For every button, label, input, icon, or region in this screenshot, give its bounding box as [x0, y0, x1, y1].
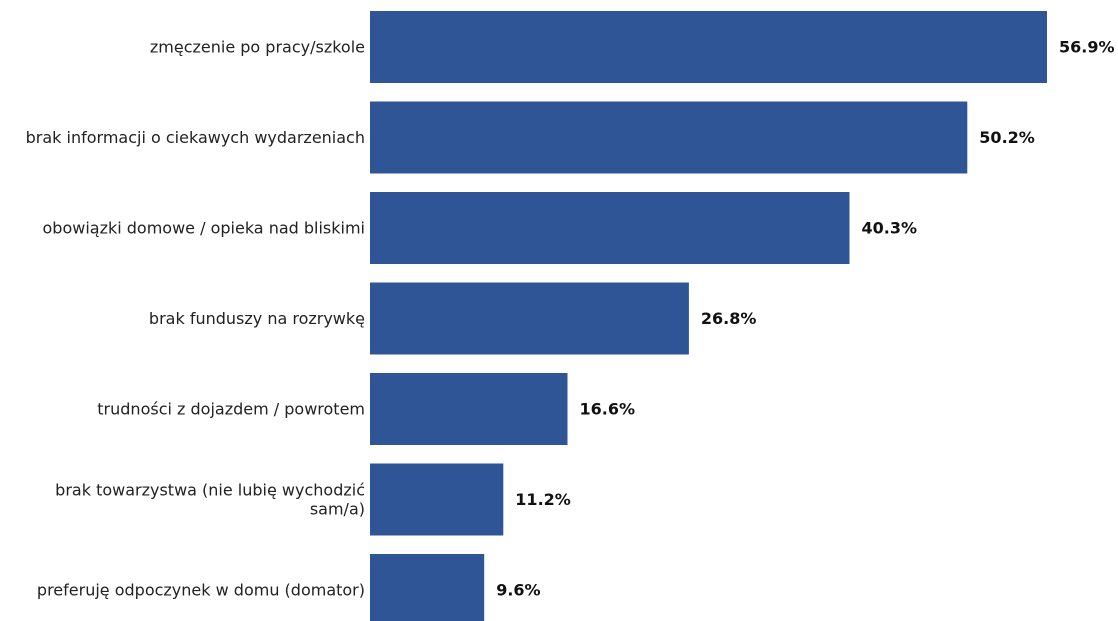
category-label-line: sam/a) [310, 500, 365, 519]
category-label: zmęczenie po pracy/szkole [150, 38, 365, 57]
value-labels-group: 56.9% 50.2% 40.3% 26.8% 16.6% 11.2% 9.6% [496, 38, 1114, 600]
value-label: 11.2% [515, 490, 571, 509]
value-label: 16.6% [580, 400, 636, 419]
category-label-line: obowiązki domowe / opieka nad bliskimi [43, 219, 366, 238]
bar [370, 282, 689, 355]
bar [370, 373, 568, 445]
value-label: 9.6% [496, 581, 540, 600]
category-label: brak towarzystwa (nie lubię wychodzić sam… [55, 481, 365, 519]
bar [370, 101, 968, 174]
category-label-line: trudności z dojazdem / powrotem [97, 400, 365, 419]
category-label: brak funduszy na rozrywkę [149, 309, 365, 328]
category-labels-group: zmęczenie po pracy/szkole brak informacji… [26, 38, 365, 600]
category-label-line: preferuję odpoczynek w domu (domator) [37, 581, 365, 600]
value-label: 40.3% [862, 219, 918, 238]
category-label: preferuję odpoczynek w domu (domator) [37, 581, 365, 600]
bar [370, 11, 1047, 83]
category-label-line: brak informacji o ciekawych wydarzeniach [26, 128, 365, 147]
category-label-line: brak funduszy na rozrywkę [149, 309, 365, 328]
category-label: brak informacji o ciekawych wydarzeniach [26, 128, 365, 147]
value-label: 50.2% [979, 128, 1035, 147]
bars-group [370, 11, 1047, 621]
value-label: 56.9% [1059, 38, 1115, 57]
bar [370, 463, 504, 536]
value-label: 26.8% [701, 309, 757, 328]
category-label: obowiązki domowe / opieka nad bliskimi [43, 219, 366, 238]
bar [370, 192, 850, 264]
category-label: trudności z dojazdem / powrotem [97, 400, 365, 419]
category-label-line: brak towarzystwa (nie lubię wychodzić [55, 481, 365, 500]
category-label-line: zmęczenie po pracy/szkole [150, 38, 365, 57]
bar [370, 554, 485, 621]
